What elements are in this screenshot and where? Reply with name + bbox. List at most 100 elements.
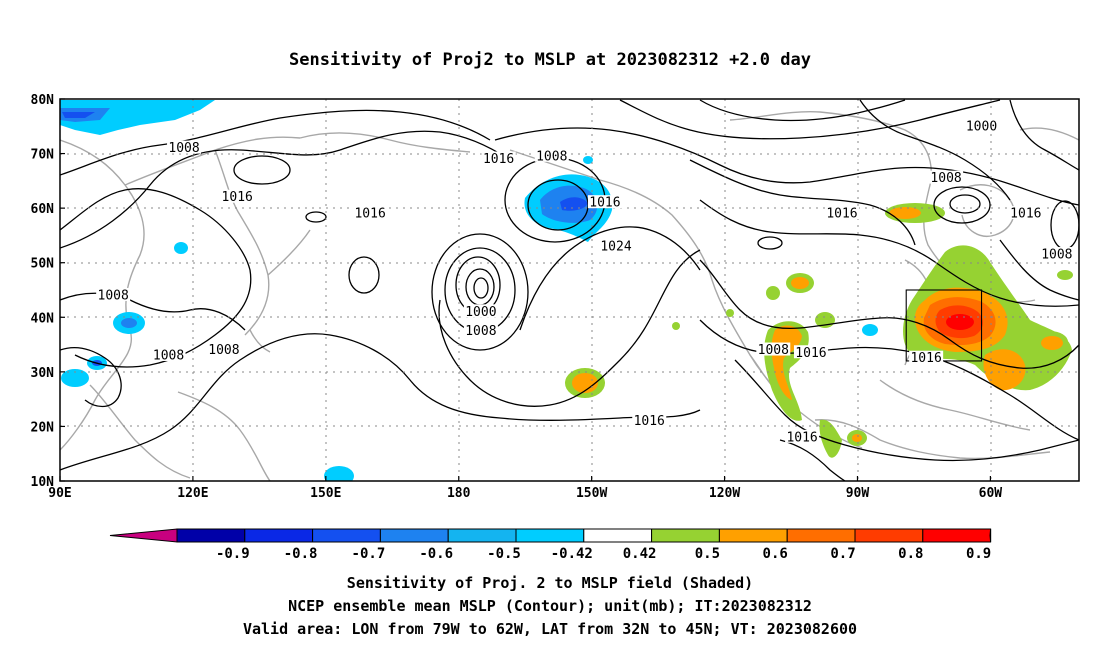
lon-tick-label: 150W (576, 486, 607, 501)
contour-label-bg (220, 189, 255, 203)
contour-label-bg (481, 151, 516, 165)
colorbar-label: 0.9 (966, 546, 991, 562)
colorbar-label: -0.7 (352, 546, 386, 562)
graticule (60, 99, 1079, 481)
contour-label: 1016 (634, 414, 665, 429)
contour-label-bg (463, 304, 498, 318)
latitude-labels: 80N 70N 60N 50N 40N 30N 20N 10N (31, 93, 65, 490)
contour-label: 1008 (208, 343, 239, 358)
colorbar-swatch (244, 528, 314, 543)
contour-label-bg (793, 345, 828, 359)
colorbar-high-end (989, 528, 992, 543)
contour-label-bg (96, 287, 131, 301)
contour-label: 1016 (795, 346, 826, 361)
contour-label: 1016 (786, 430, 817, 445)
contour-label: 1008 (930, 171, 961, 186)
caption-contour: NCEP ensemble mean MSLP (Contour); unit(… (288, 597, 812, 615)
map-frame (59, 98, 1080, 482)
colorbar-label: 0.7 (830, 546, 855, 562)
contour-label: 1016 (589, 196, 620, 211)
contour-label-bg (463, 323, 498, 337)
contour-label-bg (1039, 247, 1074, 261)
lat-tick-label: 80N (31, 93, 55, 108)
mslp-contours (60, 99, 1079, 481)
contour-label: 1008 (153, 348, 184, 363)
contour-label: 1016 (1010, 207, 1041, 222)
contour-label-bg (785, 429, 820, 443)
contour-label-bg (167, 140, 202, 154)
lon-tick-label: 90W (846, 486, 870, 501)
colorbar-label: 0.42 (623, 546, 657, 562)
contour-label-bg (1008, 206, 1043, 220)
lat-tick-label: 60N (31, 202, 55, 217)
contour-label-bg (534, 148, 569, 162)
lon-tick-label: 120E (177, 486, 208, 501)
contour-label-bg (151, 347, 186, 361)
lat-tick-label: 20N (31, 420, 55, 435)
contour-label-bg (206, 342, 241, 356)
contour-labels: 1008 1016 1016 1016 1008 1016 1024 1000 1008 1016… (96, 118, 1074, 445)
lon-tick-label: 150E (310, 486, 341, 501)
colorbar-label: -0.42 (551, 546, 593, 562)
lon-tick-label: 180 (447, 486, 471, 501)
colorbar-swatch (176, 528, 246, 543)
colorbar-swatch (447, 528, 517, 543)
contour-label: 1008 (1041, 248, 1072, 263)
colorbar: -0.9 -0.8 -0.7 -0.6 -0.5 -0.42 0.42 0.5 0.6 0.7 0.… (109, 528, 992, 562)
colorbar-label: -0.5 (487, 546, 521, 562)
contour-label-bg (353, 206, 388, 220)
colorbar-label: -0.8 (284, 546, 318, 562)
colorbar-label: -0.9 (216, 546, 250, 562)
lat-tick-label: 70N (31, 148, 55, 163)
contour-label: 1016 (826, 207, 857, 222)
caption-shaded: Sensitivity of Proj. 2 to MSLP field (Sh… (346, 574, 754, 592)
lat-tick-label: 30N (31, 366, 55, 381)
contour-label: 1008 (758, 343, 789, 358)
colorbar-swatch (515, 528, 585, 543)
contour-label: 1008 (465, 324, 496, 339)
lon-tick-label: 60W (979, 486, 1003, 501)
colorbar-low-end (109, 528, 178, 543)
contour-label: 1016 (483, 152, 514, 167)
colorbar-swatch (651, 528, 720, 543)
colorbar-label: 0.8 (898, 546, 923, 562)
longitude-labels: 90E 120E 150E 180 150W 120W 90W 60W (48, 476, 1002, 501)
contour-label: 1016 (354, 207, 385, 222)
lat-tick-label: 10N (31, 475, 55, 490)
colorbar-swatch (786, 528, 856, 543)
lon-tick-label: 120W (709, 486, 740, 501)
contour-label: 1000 (465, 305, 496, 320)
map-plot-area: 1008 1016 1016 1016 1008 1016 1024 1000 1008 1016… (60, 99, 1079, 481)
figure-title: Sensitivity of Proj2 to MSLP at 20230823… (289, 50, 811, 70)
contour-label-bg (909, 350, 944, 364)
contour-label-bg (599, 238, 634, 252)
lat-tick-label: 50N (31, 257, 55, 272)
contour-label: 1008 (98, 288, 129, 303)
contour-label: 1016 (910, 351, 941, 366)
contour-label: 1016 (222, 190, 253, 205)
contour-label-bg (632, 413, 667, 427)
colorbar-label: 0.6 (763, 546, 788, 562)
contour-label: 1000 (966, 119, 997, 134)
contour-label: 1008 (168, 141, 199, 156)
colorbar-swatch (922, 528, 992, 543)
colorbar-label: 0.5 (695, 546, 720, 562)
colorbar-swatch (379, 528, 449, 543)
lon-tick-label: 90E (48, 486, 71, 501)
colorbar-swatch (583, 528, 653, 543)
contour-label-bg (929, 170, 964, 184)
contour-label-bg (756, 342, 791, 356)
valid-area-box (905, 289, 983, 362)
colorbar-label: -0.6 (419, 546, 453, 562)
contour-label: 1008 (536, 149, 567, 164)
colorbar-swatch (718, 528, 788, 543)
contour-label-bg (587, 195, 622, 209)
colorbar-swatch (312, 528, 381, 543)
contour-label-bg (824, 206, 859, 220)
lat-tick-label: 40N (31, 311, 55, 326)
colorbar-swatch (854, 528, 924, 543)
contour-label: 1024 (600, 239, 631, 254)
contour-label-bg (964, 118, 999, 132)
caption-valid-area: Valid area: LON from 79W to 62W, LAT fro… (242, 620, 858, 638)
